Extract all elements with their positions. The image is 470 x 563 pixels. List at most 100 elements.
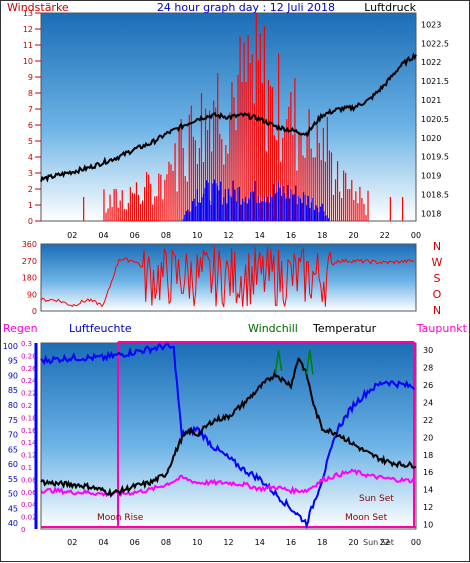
windspeed-tick-label: 9 bbox=[28, 73, 33, 82]
temperature-tick-label: 20 bbox=[423, 433, 433, 442]
windspeed-tick-label: 11 bbox=[23, 41, 33, 50]
time-tick-label: 08 bbox=[161, 231, 171, 240]
time-tick-label: 06 bbox=[130, 231, 140, 240]
time-tick-label: 02 bbox=[67, 231, 77, 240]
windspeed-tick-label: 10 bbox=[23, 57, 33, 66]
wind-direction-line bbox=[40, 246, 415, 308]
rain-tick-label: 0.1 bbox=[21, 464, 32, 472]
pressure-tick-label: 1018 bbox=[421, 209, 441, 218]
rain-tick-label: 0.28 bbox=[21, 352, 37, 360]
compass-label: O bbox=[433, 288, 442, 301]
direction-tick-label: 270 bbox=[22, 257, 37, 266]
windchill-label: Windchill bbox=[248, 322, 298, 335]
temperature-tick-label: 30 bbox=[423, 346, 433, 355]
sun-set-annotation: Sun Set bbox=[359, 494, 394, 504]
rain-tick-label: 0 bbox=[21, 526, 25, 534]
windspeed-tick-label: 7 bbox=[28, 105, 33, 114]
time-tick-label: 14 bbox=[255, 538, 265, 547]
rain-tick-label: 0.02 bbox=[21, 514, 37, 522]
pressure-tick-label: 1021 bbox=[421, 96, 441, 105]
rain-tick-label: 0.14 bbox=[21, 439, 37, 447]
time-tick-label: 14 bbox=[255, 231, 265, 240]
humidity-tick-label: 70 bbox=[8, 431, 18, 440]
time-tick-label: 18 bbox=[317, 538, 327, 547]
humidity-tick-label: 65 bbox=[8, 445, 18, 454]
rain-tick-label: 0.24 bbox=[21, 377, 37, 385]
temperature-tick-label: 22 bbox=[423, 416, 433, 425]
time-tick-label: 12 bbox=[223, 538, 233, 547]
windspeed-tick-label: 4 bbox=[28, 153, 33, 162]
humidity-tick-label: 100 bbox=[3, 342, 18, 351]
windchill-spike bbox=[305, 349, 314, 375]
compass-label: N bbox=[433, 240, 441, 253]
chart-title: 24 hour graph day : 12 Juli 2018 bbox=[157, 1, 335, 14]
pressure-tick-label: 1021.5 bbox=[421, 77, 449, 86]
windspeed-tick-label: 5 bbox=[28, 137, 33, 146]
direction-tick-label: 180 bbox=[22, 274, 37, 283]
pressure-ticks: 1018 1018.5 1019 1019.5 1020 1020.5 1021 1021.5… bbox=[421, 20, 449, 218]
time-tick-label: 02 bbox=[67, 538, 77, 547]
direction-ticks: 0 90 180 270 360 bbox=[22, 240, 37, 316]
temperature-tick-label: 28 bbox=[423, 363, 433, 372]
rain-tick-label: 0.3 bbox=[21, 340, 32, 348]
time-tick-label: 00 bbox=[411, 231, 421, 240]
temperature-ticks: 10 12 14 16 18 20 22 24 26 28 30 bbox=[423, 346, 433, 530]
pressure-tick-label: 1019 bbox=[421, 172, 441, 181]
temperature-tick-label: 18 bbox=[423, 451, 433, 460]
pressure-line bbox=[40, 52, 417, 183]
compass-label: N bbox=[433, 304, 441, 317]
windspeed-tick-label: 12 bbox=[23, 25, 33, 34]
compass-label: W bbox=[432, 256, 443, 269]
windspeed-tick-label: 1 bbox=[28, 201, 33, 210]
windspeed-tick-label: 0 bbox=[28, 217, 33, 226]
humidity-tick-label: 45 bbox=[8, 504, 18, 513]
temperature-tick-label: 26 bbox=[423, 381, 433, 390]
pressure-tick-label: 1019.5 bbox=[421, 153, 449, 162]
direction-panel bbox=[40, 243, 417, 312]
temperature-tick-label: 12 bbox=[423, 503, 433, 512]
rain-tick-label: 0.26 bbox=[21, 365, 37, 373]
time-tick-label: 04 bbox=[98, 538, 108, 547]
panel1-time-ticks: 02 04 06 08 10 12 14 16 18 20 22 00 bbox=[67, 231, 421, 240]
direction-tick-label: 360 bbox=[22, 240, 37, 249]
humidity-tick-label: 80 bbox=[8, 401, 18, 410]
time-tick-label: 04 bbox=[98, 231, 108, 240]
humidity-tick-label: 55 bbox=[8, 475, 18, 484]
windspeed-tick-label: 2 bbox=[28, 185, 33, 194]
sun-set-axis-note: Sun Set bbox=[363, 538, 394, 547]
time-tick-label: 18 bbox=[317, 231, 327, 240]
windchill-spike bbox=[274, 349, 283, 374]
compass-label: S bbox=[434, 272, 441, 285]
wind-gust-series bbox=[182, 179, 330, 221]
time-tick-label: 10 bbox=[192, 231, 202, 240]
time-tick-label: 12 bbox=[223, 231, 233, 240]
windspeed-tick-label: 6 bbox=[28, 121, 33, 130]
humidity-tick-label: 60 bbox=[8, 460, 18, 469]
time-tick-label: 20 bbox=[348, 538, 358, 547]
humidity-tick-label: 85 bbox=[8, 386, 18, 395]
pressure-tick-label: 1020.5 bbox=[421, 115, 449, 124]
humidity-tick-label: 75 bbox=[8, 416, 18, 425]
temperature-line bbox=[40, 357, 416, 498]
time-tick-label: 08 bbox=[161, 538, 171, 547]
dewpoint-label: Taupunkt bbox=[416, 322, 468, 335]
rain-axis-label: Regen bbox=[3, 322, 38, 335]
windspeed-axis-label: Windstärke bbox=[7, 1, 69, 14]
windspeed-tick-label: 8 bbox=[28, 89, 33, 98]
windspeed-tick-label: 3 bbox=[28, 169, 33, 178]
humidity-tick-label: 50 bbox=[8, 490, 18, 499]
rain-tick-label: 0.04 bbox=[21, 501, 37, 509]
moon-rise-annotation: Moon Rise bbox=[97, 513, 144, 523]
time-tick-label: 16 bbox=[286, 538, 296, 547]
pressure-tick-label: 1018.5 bbox=[421, 191, 449, 200]
direction-tick-label: 90 bbox=[27, 290, 37, 299]
pressure-axis-label: Luftdruck bbox=[364, 1, 416, 14]
time-tick-label: 20 bbox=[348, 231, 358, 240]
rain-tick-label: 0.08 bbox=[21, 476, 37, 484]
windchill-spikes bbox=[274, 349, 314, 375]
temperature-label: Temperatur bbox=[312, 322, 377, 335]
pressure-tick-label: 1022 bbox=[421, 58, 441, 67]
